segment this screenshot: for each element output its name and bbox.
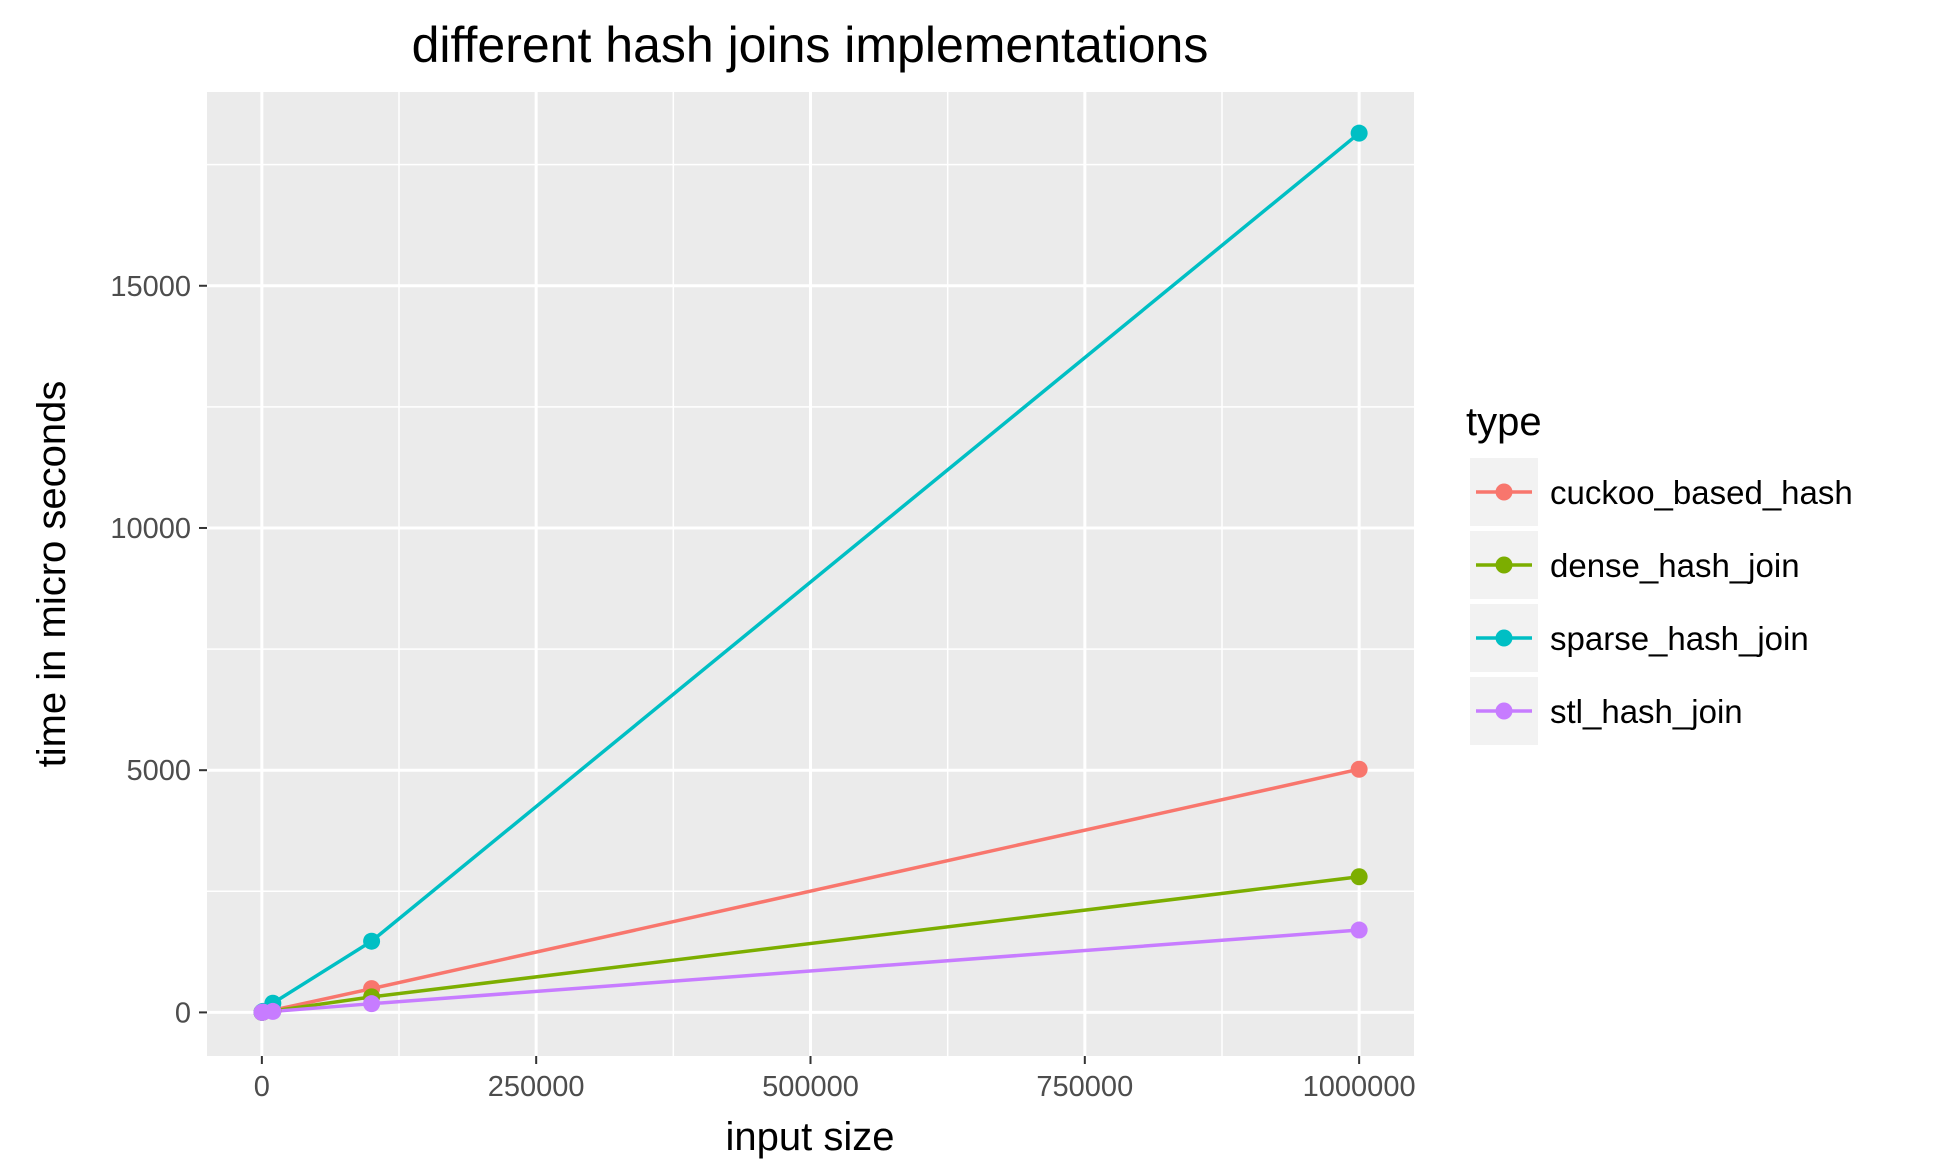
data-point-sparse_hash_join <box>363 932 381 950</box>
legend-label-stl_hash_join: stl_hash_join <box>1550 693 1743 730</box>
y-axis: 0 5000 10000 15000 <box>110 271 207 1029</box>
legend-title: type <box>1466 400 1542 444</box>
data-point-dense_hash_join <box>1350 868 1368 886</box>
data-point-sparse_hash_join <box>1350 124 1368 142</box>
y-tick-label: 15000 <box>110 271 191 303</box>
legend-key-point <box>1495 629 1513 647</box>
series-layer <box>253 124 1368 1021</box>
x-tick-label: 0 <box>254 1071 270 1103</box>
data-point-stl_hash_join <box>264 1002 282 1020</box>
legend-key-point <box>1495 702 1513 720</box>
x-axis: 0 250000 500000 750000 1000000 <box>254 1056 1416 1103</box>
x-tick-label: 750000 <box>1036 1071 1133 1103</box>
legend-label-dense_hash_join: dense_hash_join <box>1550 547 1800 584</box>
grid-major <box>207 92 1414 1056</box>
data-point-stl_hash_join <box>363 995 381 1013</box>
y-tick-label: 5000 <box>126 755 191 787</box>
x-axis-title: input size <box>726 1115 895 1159</box>
legend-key-point <box>1495 483 1513 501</box>
x-tick-label: 1000000 <box>1303 1071 1416 1103</box>
y-tick-label: 0 <box>175 997 191 1029</box>
legend-label-cuckoo_based_hash: cuckoo_based_hash <box>1550 474 1853 511</box>
legend: type cuckoo_based_hash dense_hash_joinspa… <box>1466 400 1853 745</box>
y-axis-title: time in micro seconds <box>30 381 74 768</box>
legend-label-sparse_hash_join: sparse_hash_join <box>1550 620 1809 657</box>
chart-title: different hash joins implementations <box>412 17 1209 73</box>
data-point-cuckoo_based_hash <box>1350 760 1368 778</box>
y-tick-label: 10000 <box>110 513 191 545</box>
x-tick-label: 250000 <box>488 1071 585 1103</box>
x-tick-label: 500000 <box>762 1071 859 1103</box>
legend-key-point <box>1495 556 1513 574</box>
data-point-stl_hash_join <box>1350 921 1368 939</box>
